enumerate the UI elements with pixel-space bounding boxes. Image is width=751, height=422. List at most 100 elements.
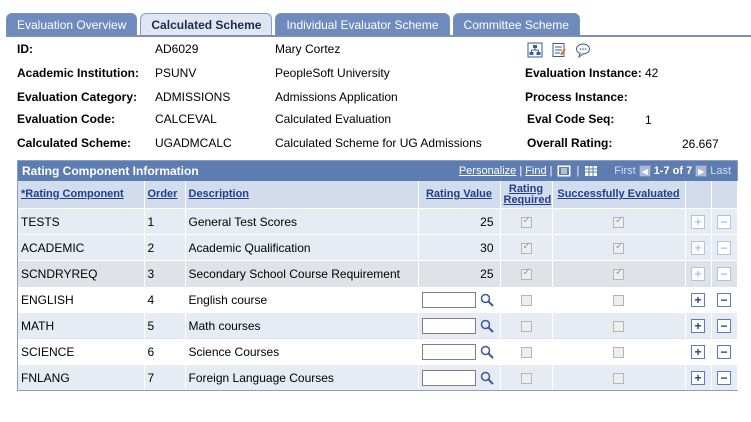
rating-required-cell — [500, 364, 553, 390]
personalize-link[interactable]: Personalize — [458, 165, 517, 177]
add-row-icon[interactable]: + — [691, 370, 705, 385]
successfully-evaluated-cell — [552, 364, 686, 390]
add-row-cell: + — [685, 260, 712, 287]
evaluation-instance-label: Evaluation Instance: — [525, 66, 642, 80]
delete-row-cell: − — [711, 312, 738, 339]
eval-code-seq-label: Eval Code Seq: — [527, 112, 615, 126]
delete-row-cell: − — [711, 364, 738, 390]
successfully-evaluated-cell — [552, 338, 686, 365]
rating-required-cell — [500, 312, 553, 339]
tab-committee-scheme[interactable]: Committee Scheme — [452, 13, 580, 35]
next-arrow-icon[interactable]: ▶ — [695, 165, 708, 177]
view-all-icon[interactable] — [557, 165, 571, 177]
rating-required-checkbox — [520, 346, 532, 358]
category-description: Admissions Application — [275, 90, 398, 104]
lookup-magnifier-icon[interactable] — [480, 371, 494, 385]
rating-component-cell: TESTS — [18, 208, 145, 235]
previous-arrow-icon[interactable]: ◀ — [638, 165, 651, 177]
successfully-evaluated-checkbox: ✓ — [613, 240, 624, 254]
table-row: TESTS 1 General Test Scores 25 ✓ ✓ + − — [18, 208, 738, 235]
evaluation-code-value: CALCEVAL — [155, 112, 217, 126]
add-row-cell: + — [685, 234, 712, 261]
add-row-icon[interactable]: + — [691, 318, 705, 333]
rating-required-cell — [500, 286, 553, 313]
tab-individual-evaluator-scheme[interactable]: Individual Evaluator Scheme — [275, 13, 450, 35]
column-header-rating-component[interactable]: *Rating Component — [18, 181, 145, 209]
institution-label: Academic Institution: — [17, 66, 140, 80]
rating-value-input[interactable] — [421, 343, 476, 360]
add-row-icon[interactable]: + — [691, 344, 705, 359]
rating-value-cell — [418, 312, 501, 339]
rating-required-cell: ✓ — [500, 208, 553, 235]
description-cell: Secondary School Course Requirement — [185, 260, 419, 287]
add-row-icon[interactable]: + — [691, 292, 705, 307]
lookup-magnifier-icon[interactable] — [480, 345, 494, 359]
checkmark-icon: ✓ — [615, 240, 624, 252]
lookup-magnifier-icon[interactable] — [480, 293, 494, 307]
column-header-rating-value[interactable]: Rating Value — [418, 181, 501, 209]
last-label: Last — [710, 165, 731, 177]
rating-required-checkbox: ✓ — [520, 267, 532, 280]
person-name: Mary Cortez — [275, 42, 341, 56]
rating-required-checkbox — [520, 294, 532, 306]
rating-required-cell: ✓ — [500, 260, 553, 287]
description-cell: Academic Qualification — [185, 234, 419, 261]
rating-component-cell: ACADEMIC — [18, 234, 145, 261]
rating-value-input[interactable] — [421, 291, 476, 308]
delete-row-icon[interactable]: − — [717, 370, 731, 385]
rating-value-cell — [418, 364, 501, 390]
order-cell: 2 — [144, 234, 186, 261]
delete-row-icon[interactable]: − — [717, 344, 731, 359]
comment-bubble-icon[interactable] — [575, 42, 591, 58]
lookup-magnifier-icon[interactable] — [480, 319, 494, 333]
rating-component-cell: SCNDRYREQ — [18, 260, 145, 287]
checkmark-icon: ✓ — [615, 266, 624, 278]
calculated-scheme-label: Calculated Scheme: — [17, 136, 132, 150]
rating-value-input[interactable] — [421, 317, 476, 334]
order-cell: 7 — [144, 364, 186, 390]
order-cell: 4 — [144, 286, 186, 313]
successfully-evaluated-checkbox: ✓ — [613, 215, 624, 228]
table-row: ENGLISH 4 English course + − — [18, 286, 738, 313]
evaluation-code-description: Calculated Evaluation — [275, 112, 392, 126]
checkmark-icon: ✓ — [522, 214, 531, 226]
org-chart-icon[interactable] — [527, 42, 543, 58]
overall-rating-label: Overall Rating: — [527, 136, 613, 150]
first-label: First — [614, 165, 636, 177]
institution-value: PSUNV — [155, 66, 197, 80]
delete-row-icon[interactable]: − — [717, 292, 731, 307]
notepad-icon[interactable] — [551, 42, 567, 58]
rating-value-input[interactable] — [421, 369, 476, 386]
delete-row-icon[interactable]: − — [717, 318, 731, 333]
column-header-order[interactable]: Order — [144, 181, 186, 209]
tab-calculated-scheme[interactable]: Calculated Scheme — [140, 13, 273, 36]
successfully-evaluated-cell — [552, 312, 686, 339]
process-instance-label: Process Instance: — [525, 90, 628, 104]
tab-evaluation-overview[interactable]: Evaluation Overview — [6, 13, 138, 35]
column-header-description[interactable]: Description — [185, 181, 419, 209]
column-header-successfully-evaluated[interactable]: Successfully Evaluated — [552, 181, 686, 209]
delete-row-cell: − — [711, 208, 738, 235]
column-header-rating-required[interactable]: Rating Required — [500, 181, 553, 209]
table-header-row: *Rating Component Order Description Rati… — [18, 181, 738, 209]
evaluation-instance-value: 42 — [645, 66, 659, 80]
download-excel-icon[interactable] — [584, 165, 598, 177]
rating-required-cell — [500, 338, 553, 365]
rating-component-cell: SCIENCE — [18, 338, 145, 365]
checkmark-icon: ✓ — [522, 240, 531, 252]
table-row: SCIENCE 6 Science Courses + − — [18, 338, 738, 365]
find-link[interactable]: Find — [525, 165, 547, 177]
rating-required-checkbox: ✓ — [520, 214, 532, 228]
rating-value-cell: 25 — [418, 260, 501, 287]
grid-toolbar: Personalize | Find | | First ◀ 1-7 of 7 … — [459, 161, 731, 181]
successfully-evaluated-cell: ✓ — [552, 234, 686, 261]
successfully-evaluated-cell — [552, 286, 686, 313]
description-cell: English course — [185, 286, 419, 313]
grid-title: Rating Component Information — [22, 164, 199, 178]
add-row-icon: + — [691, 240, 705, 255]
tab-divider — [6, 35, 751, 37]
column-header-delete — [711, 181, 738, 209]
table-row: SCNDRYREQ 3 Secondary School Course Requir… — [18, 260, 738, 287]
category-value: ADMISSIONS — [155, 90, 231, 104]
add-row-cell: + — [685, 208, 712, 235]
